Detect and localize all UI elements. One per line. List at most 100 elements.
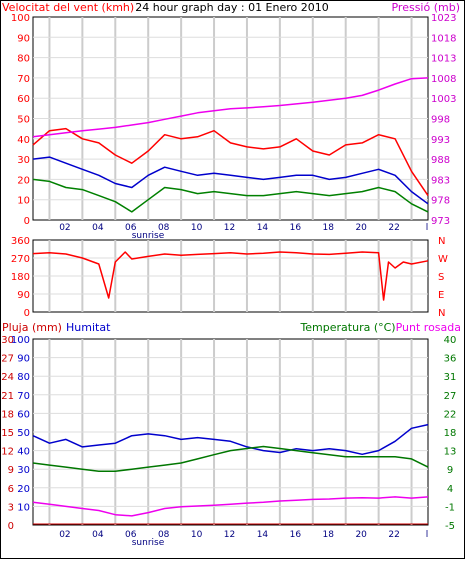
hour-tick-label: 02: [59, 530, 70, 540]
hour-tick-label: 12: [224, 223, 235, 233]
panel1-series: [32, 77, 429, 213]
temperature-tick-label: 27: [444, 391, 457, 402]
humidity-tick-label: 60: [17, 409, 30, 420]
humidity-tick-label: 40: [17, 447, 30, 458]
compass-tick-label: N: [438, 236, 445, 247]
direction-series-line: [32, 251, 429, 301]
wind-speed-tick-label: 70: [17, 74, 30, 85]
hour-tick-label: 02: [59, 223, 70, 233]
pressure-tick-label: 978: [431, 196, 450, 207]
rain-tick-label: 12: [1, 447, 14, 458]
rain-tick-label: 27: [1, 354, 14, 365]
hour-tick-label: 22: [388, 530, 399, 540]
rain-tick-label: 30: [1, 335, 14, 346]
humidity-tick-label: 20: [17, 484, 30, 495]
hour-tick-label: 14: [257, 223, 269, 233]
rain-axis-label: Pluja (mm): [2, 321, 62, 334]
hour-tick-label: 06: [125, 223, 137, 233]
panel2-left-ticks: 360 270 180 90 0: [11, 236, 30, 319]
panel1-right-ticks: 973 978 983 988 993 998 1003 1008 1013 1018 1023: [431, 13, 456, 227]
direction-tick-label: 0: [24, 308, 30, 319]
rain-tick-label: 6: [8, 484, 14, 495]
temperature-tick-label: -1: [445, 502, 455, 513]
average-series-line: [32, 156, 429, 205]
wind-speed-tick-label: 80: [17, 54, 30, 65]
dewpoint-axis-label: Punt rosada: [396, 321, 461, 334]
compass-tick-label: W: [438, 254, 448, 265]
pressure-tick-label: 988: [431, 155, 450, 166]
hour-tick-label: 04: [92, 223, 104, 233]
direction-tick-label: 360: [11, 236, 30, 247]
panel1-gridlines: [33, 17, 428, 220]
humidity-axis-label: Humitat: [66, 321, 111, 334]
pressure-tick-label: 973: [431, 216, 450, 227]
hour-tick-label: 06: [125, 530, 137, 540]
hour-tick-label: l: [426, 530, 429, 540]
sunrise-label-2: sunrise: [132, 538, 165, 548]
humidity-tick-label: 90: [17, 354, 30, 365]
temperature-axis-label: Temperatura (°C): [299, 321, 395, 334]
wind-speed-tick-label: 20: [17, 175, 30, 186]
gust-series-line: [32, 127, 429, 197]
panel1-left-ticks: 0 10 20 30 40 50 60 70 80 90 100: [11, 13, 30, 227]
dewpoint-series-line: [32, 496, 429, 517]
hour-tick-label: 18: [323, 223, 335, 233]
panel3-series: [32, 423, 429, 525]
hour-tick-label: 12: [224, 530, 235, 540]
hour-tick-label: 20: [355, 530, 367, 540]
wind-pressure-panel: 0 10 20 30 40 50 60 70 80 90 100 973 978 983 988 993 99…: [2, 1, 460, 241]
compass-tick-label: S: [438, 272, 444, 283]
hour-tick-label: 08: [158, 530, 170, 540]
rain-tick-label: 24: [1, 372, 14, 383]
direction-tick-label: 180: [11, 272, 30, 283]
low-series-line: [32, 178, 429, 213]
hour-tick-label: 22: [388, 223, 399, 233]
pressure-tick-label: 1008: [431, 74, 456, 85]
humidity-series-line: [32, 423, 429, 456]
humidity-tick-label: 10: [17, 502, 30, 513]
hour-tick-label: 10: [191, 223, 203, 233]
pressure-tick-label: 1003: [431, 94, 456, 105]
temperature-tick-label: 22: [444, 409, 457, 420]
pressure-series-line: [32, 77, 429, 138]
hour-tick-label: 20: [355, 223, 367, 233]
pressure-tick-label: 1013: [431, 54, 456, 65]
wind-speed-tick-label: 0: [24, 216, 30, 227]
rain-tick-label: 9: [8, 465, 14, 476]
pressure-tick-label: 993: [431, 135, 450, 146]
humidity-tick-label: 100: [11, 335, 30, 346]
temperature-tick-label: 9: [447, 465, 453, 476]
panel2-series: [32, 251, 429, 301]
panel3-temperature-ticks: -5 -1 4 9 13 18 22 27 31 36 40: [444, 335, 457, 532]
temperature-tick-label: 13: [444, 447, 457, 458]
hour-tick-label: 04: [92, 530, 104, 540]
pressure-axis-label: Pressió (mb): [391, 1, 460, 14]
hour-tick-label: 14: [257, 530, 269, 540]
wind-speed-tick-label: 40: [17, 135, 30, 146]
hour-tick-label: 16: [290, 223, 302, 233]
wind-speed-tick-label: 50: [17, 115, 30, 126]
hour-tick-label: l: [426, 223, 429, 233]
temperature-tick-label: 18: [444, 428, 457, 439]
wind-speed-tick-label: 100: [11, 13, 30, 24]
humidity-tick-label: 30: [17, 465, 30, 476]
panel3-x-ticks: 02 04 06 08 10 12 14 16 18 20 22 l: [59, 530, 428, 540]
rain-tick-label: 15: [1, 428, 14, 439]
rain-tick-label: 0: [8, 521, 14, 532]
hour-tick-label: 16: [290, 530, 302, 540]
humidity-tick-label: 80: [17, 372, 30, 383]
pressure-tick-label: 1023: [431, 13, 456, 24]
rain-tick-label: 18: [1, 409, 14, 420]
pressure-tick-label: 1018: [431, 33, 456, 44]
direction-tick-label: 270: [11, 254, 30, 265]
rain-tick-label: 3: [8, 502, 14, 513]
panel2-gridlines: [33, 240, 428, 312]
panel3-humidity-ticks: 10 20 30 40 50 60 70 80 90 100: [11, 335, 30, 513]
hour-tick-label: 18: [323, 530, 335, 540]
temperature-tick-label: 40: [444, 335, 457, 346]
chart-title: 24 hour graph day : 01 Enero 2010: [135, 1, 329, 14]
wind-speed-tick-label: 60: [17, 94, 30, 105]
